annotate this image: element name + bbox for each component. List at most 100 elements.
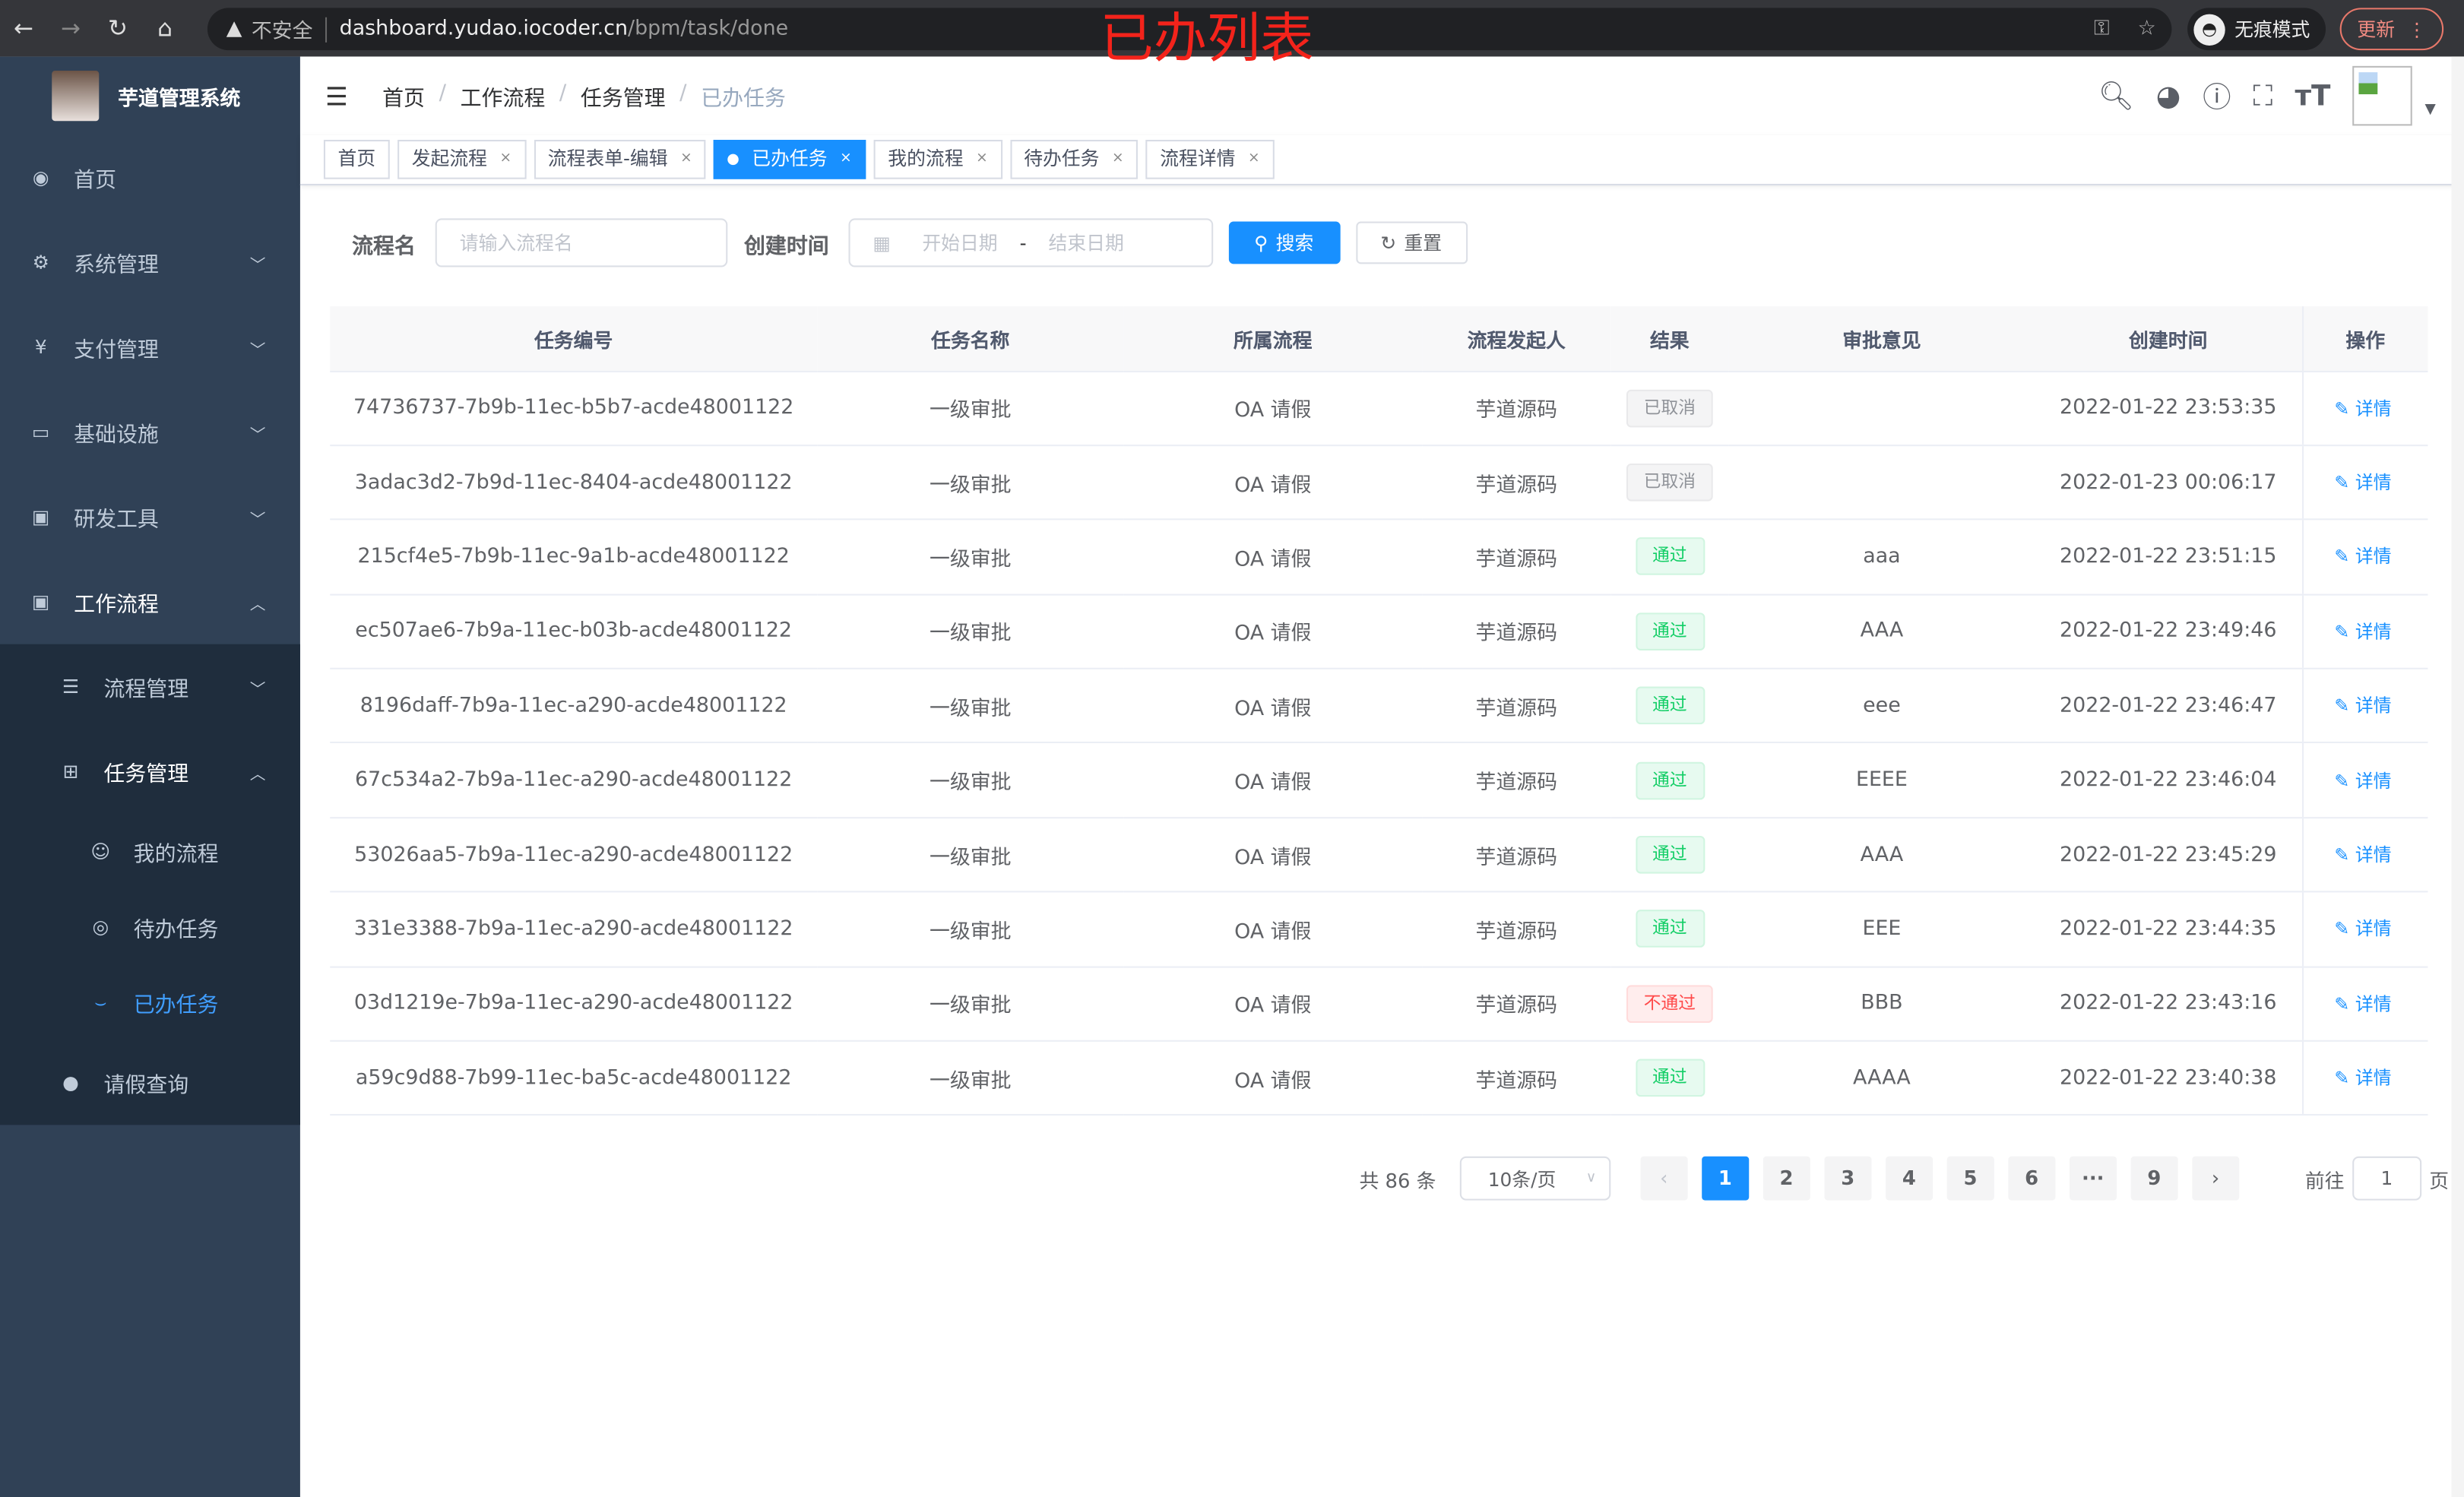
tag-start-process[interactable]: 发起流程 × <box>397 140 526 179</box>
process-name-input[interactable]: 请输入流程名 <box>434 218 727 267</box>
sidebar-item-infra[interactable]: ▭ 基础设施 ﹀ <box>0 390 300 475</box>
detail-button[interactable]: ✎ 详情 <box>2301 966 2428 1042</box>
search-button[interactable]: ⚲ 搜索 <box>1227 221 1340 264</box>
result-cell: 通过 <box>1610 519 1729 595</box>
url-path: /bpm/task/done <box>628 17 789 41</box>
page-button[interactable]: 9 <box>2130 1156 2178 1201</box>
address-bar[interactable]: ▲ 不安全 dashboard.yudao.iocoder.cn/bpm/tas… <box>207 8 2172 51</box>
task-id: 67c534a2-7b9a-11ec-a290-acde48001122 <box>330 742 818 818</box>
sidebar-item-my-process[interactable]: ☺ 我的流程 <box>0 814 300 889</box>
detail-button[interactable]: ✎ 详情 <box>2301 519 2428 595</box>
fullscreen-icon[interactable]: ⛶ <box>2253 79 2273 112</box>
starter: 芋道源码 <box>1422 593 1611 669</box>
detail-button[interactable]: ✎ 详情 <box>2301 668 2428 744</box>
breadcrumb-item[interactable]: 任务管理 <box>580 86 666 112</box>
table-row: 74736737-7b9b-11ec-b5b7-acde48001122 一级审… <box>330 370 2428 446</box>
key-icon[interactable]: ⚿ <box>2093 17 2110 41</box>
end-date-input[interactable]: 结束日期 <box>1048 233 1124 255</box>
tag-label: 发起流程 <box>411 147 488 170</box>
scrollbar[interactable] <box>2451 56 2464 1497</box>
status-badge: 通过 <box>1635 1059 1705 1097</box>
gear-icon: ⚙ <box>32 251 49 274</box>
sidebar-item-system[interactable]: ⚙ 系统管理 ﹀ <box>0 220 300 305</box>
avatar[interactable] <box>2352 65 2412 126</box>
forward-icon[interactable]: → <box>61 14 81 43</box>
create-time-label: 创建时间 <box>744 233 829 259</box>
tag-home[interactable]: 首页 <box>323 140 390 179</box>
back-icon[interactable]: ← <box>13 14 34 43</box>
github-icon[interactable]: ◕ <box>2155 79 2181 112</box>
incognito-badge[interactable]: ◓ 无痕模式 <box>2187 8 2326 51</box>
incognito-label: 无痕模式 <box>2234 18 2310 41</box>
tag-done[interactable]: 已办任务 × <box>714 140 866 179</box>
tag-form-edit[interactable]: 流程表单-编辑 × <box>534 140 707 179</box>
comment: AAA <box>1728 593 2035 669</box>
status-badge: 通过 <box>1635 761 1705 799</box>
breadcrumb-item[interactable]: 首页 <box>382 86 425 112</box>
caret-down-icon[interactable]: ▼ <box>2424 102 2436 119</box>
breadcrumb-item[interactable]: 工作流程 <box>460 86 546 112</box>
create-time: 2022-01-22 23:53:35 <box>2035 370 2303 446</box>
sidebar-item-done[interactable]: ⌣ 已办任务 <box>0 965 300 1040</box>
page-button[interactable]: 5 <box>1946 1156 1994 1201</box>
home-icon[interactable]: ⌂ <box>157 14 173 43</box>
close-icon[interactable]: × <box>680 150 692 167</box>
tag-label: 首页 <box>337 147 376 170</box>
sidebar-item-leave[interactable]: ● 请假查询 <box>0 1040 300 1125</box>
detail-button[interactable]: ✎ 详情 <box>2301 742 2428 818</box>
sidebar-item-process-manage[interactable]: ☰ 流程管理 ﹀ <box>0 644 300 730</box>
task-name: 一级审批 <box>817 370 1124 446</box>
close-icon[interactable]: × <box>1248 150 1260 167</box>
sidebar: 芋道管理系统 ◉ 首页 ⚙ 系统管理 ﹀ ¥ 支付管理 ﹀ ▭ 基础设施 ﹀ ▣ 研发工具 ﹀ ▣… <box>0 56 300 1497</box>
page-button[interactable]: 1 <box>1701 1156 1749 1201</box>
detail-button[interactable]: ✎ 详情 <box>2301 817 2428 893</box>
logo[interactable]: 芋道管理系统 <box>0 56 300 135</box>
search-icon[interactable]: 🔍︎ <box>2098 79 2134 112</box>
page-size-select[interactable]: 10条/页 ∨ <box>1459 1156 1610 1201</box>
reset-button[interactable]: ↻ 重置 <box>1355 221 1468 264</box>
task-id: 74736737-7b9b-11ec-b5b7-acde48001122 <box>330 370 818 446</box>
date-range-picker[interactable]: ▦ 开始日期 - 结束日期 <box>847 218 1213 267</box>
hamburger-icon[interactable]: ☰ <box>325 81 348 111</box>
sidebar-item-task-manage[interactable]: ⊞ 任务管理 ︿ <box>0 729 300 814</box>
close-icon[interactable]: × <box>976 150 988 167</box>
starter: 芋道源码 <box>1422 966 1611 1042</box>
sidebar-item-label: 基础设施 <box>74 423 159 448</box>
detail-button[interactable]: ✎ 详情 <box>2301 370 2428 446</box>
tag-my-process[interactable]: 我的流程 × <box>873 140 1002 179</box>
sidebar-item-workflow[interactable]: ▣ 工作流程 ︿ <box>0 559 300 644</box>
tag-process-detail[interactable]: 流程详情 × <box>1145 140 1275 179</box>
detail-button[interactable]: ✎ 详情 <box>2301 593 2428 669</box>
star-icon[interactable]: ☆ <box>2137 17 2156 41</box>
tree-icon: ⊞ <box>62 760 79 783</box>
start-date-input[interactable]: 开始日期 <box>922 233 998 255</box>
detail-button[interactable]: ✎ 详情 <box>2301 891 2428 967</box>
comment: eee <box>1728 668 2035 744</box>
sidebar-item-todo[interactable]: ◎ 待办任务 <box>0 889 300 964</box>
tag-todo[interactable]: 待办任务 × <box>1009 140 1139 179</box>
page-button[interactable]: 3 <box>1824 1156 1872 1201</box>
prev-page-button[interactable]: ‹ <box>1640 1156 1688 1201</box>
detail-button[interactable]: ✎ 详情 <box>2301 445 2428 521</box>
close-icon[interactable]: × <box>1112 150 1124 167</box>
page-button[interactable]: ··· <box>2069 1156 2117 1201</box>
page-button[interactable]: 2 <box>1762 1156 1810 1201</box>
reload-icon[interactable]: ↻ <box>108 14 128 43</box>
update-button[interactable]: 更新 ⋮ <box>2339 8 2444 51</box>
close-icon[interactable]: × <box>840 150 852 167</box>
sidebar-item-tools[interactable]: ▣ 研发工具 ﹀ <box>0 474 300 559</box>
sidebar-item-pay[interactable]: ¥ 支付管理 ﹀ <box>0 305 300 390</box>
result-cell: 通过 <box>1610 668 1729 744</box>
task-id: 8196daff-7b9a-11ec-a290-acde48001122 <box>330 668 818 744</box>
goto-page-input[interactable]: 1 <box>2352 1156 2421 1201</box>
close-icon[interactable]: × <box>499 150 512 167</box>
page-button[interactable]: 4 <box>1885 1156 1933 1201</box>
font-size-icon[interactable]: тT <box>2295 79 2331 112</box>
page-button[interactable]: 6 <box>2008 1156 2056 1201</box>
detail-label: 详情 <box>2355 471 2392 494</box>
next-page-button[interactable]: › <box>2192 1156 2240 1201</box>
detail-button[interactable]: ✎ 详情 <box>2301 1040 2428 1116</box>
user-icon: ● <box>62 1071 79 1094</box>
sidebar-item-home[interactable]: ◉ 首页 <box>0 135 300 220</box>
help-icon[interactable]: ⓘ <box>2203 81 2231 115</box>
